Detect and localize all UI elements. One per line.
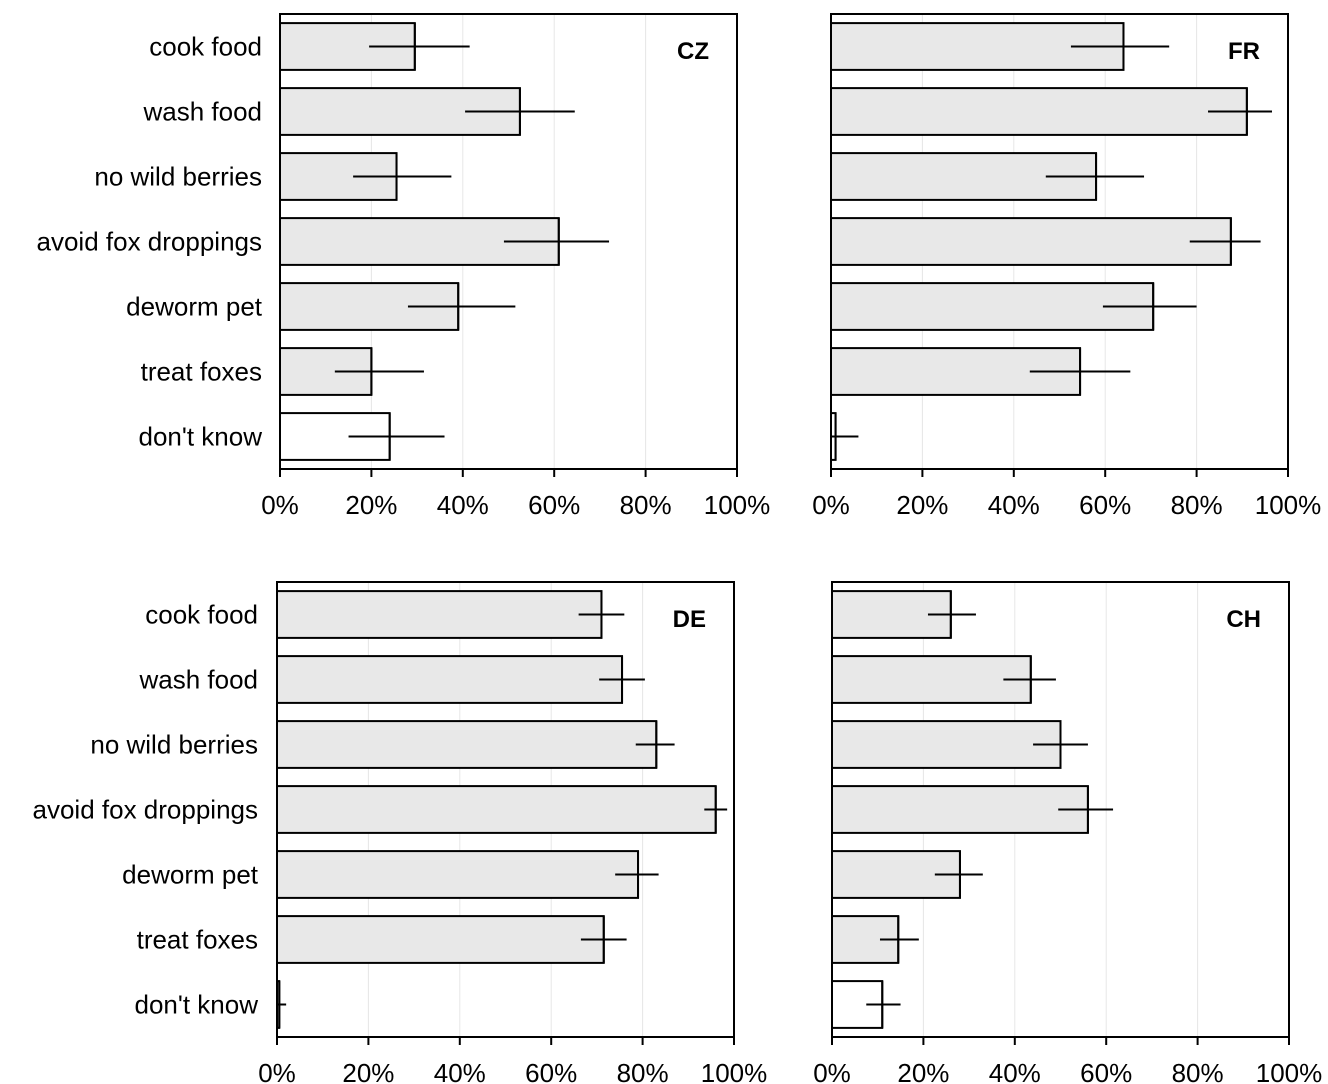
tick-label: 100% <box>701 1058 768 1084</box>
panel-title: DE <box>673 606 706 633</box>
bar <box>831 785 1089 834</box>
category-label: don't know <box>135 990 259 1020</box>
tick-label: 100% <box>704 490 771 520</box>
tick-label: 20% <box>896 490 948 520</box>
bar <box>830 282 1155 331</box>
category-label: wash food <box>142 97 262 127</box>
bar <box>831 720 1062 769</box>
category-label: deworm pet <box>126 292 263 322</box>
tick-label: 60% <box>528 490 580 520</box>
tick-label: 100% <box>1255 490 1322 520</box>
tick-label: 40% <box>434 1058 486 1084</box>
panel-title: CZ <box>677 38 709 65</box>
tick-label: 40% <box>989 1058 1041 1084</box>
tick-label: 40% <box>437 490 489 520</box>
bar <box>276 590 603 639</box>
tick-label: 80% <box>620 490 672 520</box>
category-label: deworm pet <box>122 860 259 890</box>
tick-label: 0% <box>261 490 299 520</box>
chart-panel: cook food wash food no wild berries avoid f… <box>33 581 768 1084</box>
tick-label: 20% <box>342 1058 394 1084</box>
category-label: wash food <box>138 665 258 695</box>
chart-panel: 0% 20% 40% 60% 80% 100% CH <box>813 581 1323 1084</box>
panel-title: CH <box>1226 606 1261 633</box>
tick-label: 60% <box>525 1058 577 1084</box>
tick-label: 0% <box>813 1058 851 1084</box>
bar <box>276 915 605 964</box>
tick-label: 20% <box>897 1058 949 1084</box>
category-label: cook food <box>145 600 258 630</box>
chart-panel: 0% 20% 40% 60% 80% 100% FR <box>812 13 1322 520</box>
category-label: cook food <box>149 32 262 62</box>
category-label: avoid fox droppings <box>33 795 258 825</box>
tick-label: 40% <box>988 490 1040 520</box>
panel-title: FR <box>1228 38 1260 65</box>
tick-label: 20% <box>345 490 397 520</box>
tick-label: 80% <box>1171 490 1223 520</box>
bar <box>276 850 640 899</box>
tick-label: 0% <box>258 1058 296 1084</box>
bar <box>830 217 1232 266</box>
category-label: avoid fox droppings <box>37 227 262 257</box>
bar <box>830 87 1248 136</box>
bar <box>831 655 1032 704</box>
category-label: don't know <box>139 422 263 452</box>
tick-label: 100% <box>1256 1058 1323 1084</box>
category-label: no wild berries <box>94 162 262 192</box>
bar <box>276 785 717 834</box>
tick-label: 80% <box>1172 1058 1224 1084</box>
tick-label: 60% <box>1079 490 1131 520</box>
category-label: treat foxes <box>141 357 262 387</box>
tick-label: 0% <box>812 490 850 520</box>
category-label: treat foxes <box>137 925 258 955</box>
category-label: no wild berries <box>90 730 258 760</box>
tick-label: 60% <box>1080 1058 1132 1084</box>
bar <box>276 655 624 704</box>
chart-panel: cook food wash food no wild berries avoid f… <box>37 13 771 520</box>
bar <box>276 720 658 769</box>
tick-label: 80% <box>617 1058 669 1084</box>
